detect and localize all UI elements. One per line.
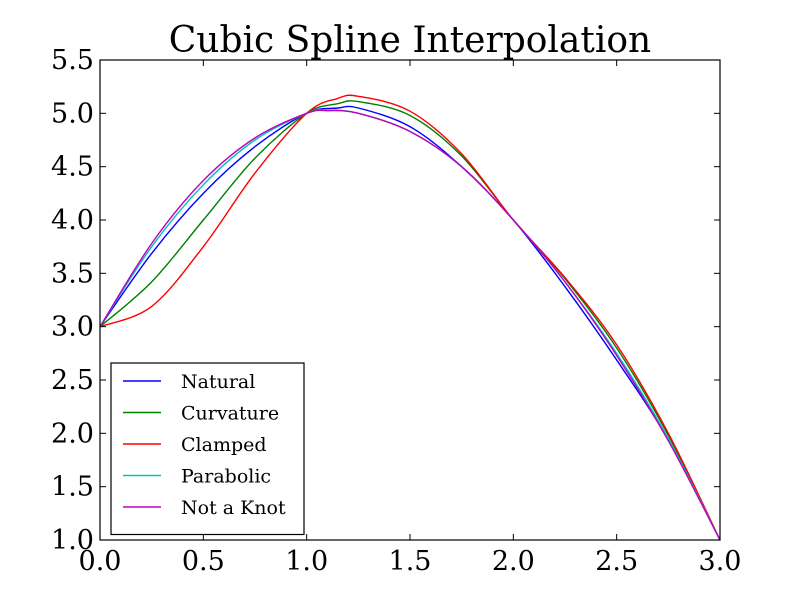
legend: Natural Curvature Clamped Parabolic Not a Kn…: [110, 362, 305, 536]
y-tick-label: 5.0: [51, 98, 94, 129]
y-tick-label: 2.5: [51, 365, 94, 396]
x-tick-label: 1.0: [285, 546, 328, 577]
x-tick-label: 1.5: [389, 546, 432, 577]
x-tick-label: 0.5: [182, 546, 225, 577]
y-tick-label: 4.0: [51, 205, 94, 236]
x-tick-label: 2.5: [595, 546, 638, 577]
y-tick-label: 5.5: [51, 45, 94, 76]
y-tick-label: 2.0: [51, 418, 94, 449]
x-tick-label: 0.0: [79, 546, 122, 577]
legend-box: [110, 362, 305, 536]
series-line-clamped: [99, 94, 721, 541]
y-tick-label: 3.5: [51, 258, 94, 289]
y-tick-label: 3.0: [51, 312, 94, 343]
series-line-natural: [99, 105, 721, 541]
legend-label-parabolic: Parabolic: [181, 466, 271, 488]
legend-label-clamped: Clamped: [181, 434, 267, 456]
y-tick-label: 1.5: [51, 472, 94, 503]
legend-label-natural: Natural: [181, 371, 255, 393]
chart-title: Cubic Spline Interpolation: [169, 20, 651, 61]
legend-label-curvature: Curvature: [181, 403, 279, 425]
series-line-not-a-knot: [99, 109, 721, 541]
x-tick-label: 2.0: [492, 546, 535, 577]
x-tick-label: 3.0: [699, 546, 742, 577]
series-layer: [99, 94, 721, 541]
legend-label-not-a-knot: Not a Knot: [181, 497, 286, 519]
series-line-curvature: [99, 100, 721, 541]
y-tick-label: 4.5: [51, 152, 94, 183]
y-tick-label: 1.0: [51, 525, 94, 556]
tick-layer: 0.0 0.5 1.0 1.5 2.0 2.5 3.0 1.0 1.5 2.0 2.5 3.0 3.5 4…: [51, 45, 741, 577]
